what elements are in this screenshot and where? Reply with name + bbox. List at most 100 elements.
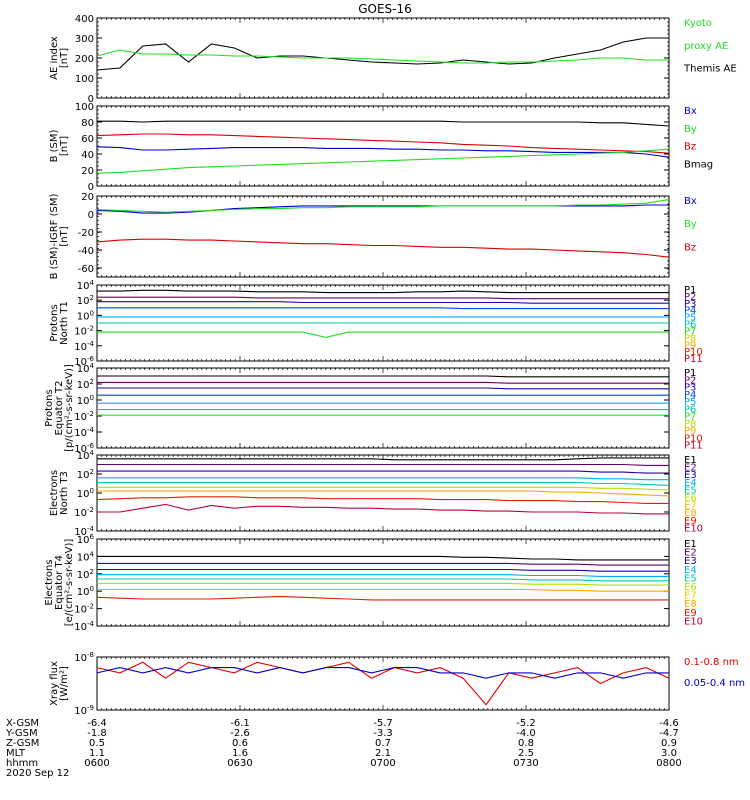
ephemeris-value: 0700 [370,758,395,769]
y-tick-label: 102 [77,468,94,481]
ephemeris-value: 1.1 [89,748,105,759]
legend-entry: E7 [684,501,697,512]
y-axis-label: B (SM) [49,129,60,162]
legend-entry: P6 [684,404,696,415]
series-e5 [97,578,669,582]
legend-entry: P6 [684,320,696,331]
ephemeris-value: 1.6 [232,748,248,759]
y-tick-label: 10-4 [74,620,94,633]
series-bx [96,146,670,158]
ephemeris-value: -3.3 [373,728,393,739]
legend-entry: P9 [684,426,696,437]
legend-entry: Bz [684,242,696,253]
ephemeris-label: MLT [6,748,26,759]
y-axis-label: Protons [44,389,55,426]
ephemeris-value: -4.0 [516,728,536,739]
panel-frame [96,656,670,711]
y-tick-label: 400 [75,14,94,25]
y-axis-label: Equator T2 [54,381,65,436]
y-tick-label: 200 [75,54,94,65]
series-bz [96,133,670,154]
series-p7 [97,331,669,338]
legend-entry: E5 [684,573,697,584]
series-e4 [97,574,669,577]
panel-b_sm: 0 20 40 60 80 100 B (SM) [nT] Bx By Bz Bmag [49,102,713,193]
date-label: 2020 Sep 12 [6,768,69,779]
y-tick-label: 10-9 [74,704,94,717]
ephemeris-value: -5.2 [516,718,536,729]
panel-protons_t2: 104 102 100 10-2 10-4 10-6 Protons Equator T2 [p… [44,362,703,455]
y-axis-label: [nT] [59,226,70,246]
y-axis-label: Equator T4 [54,555,65,610]
y-tick-label: 102 [77,378,94,391]
y-tick-label: 104 [77,449,95,462]
series-e2 [97,562,669,566]
ephemeris-value: 2.5 [518,748,534,759]
y-tick-label: 10-4 [74,340,94,353]
y-tick-label: 102 [77,568,94,581]
y-tick-label: 60 [81,134,94,145]
series-kyoto-proxy-ae [96,49,669,64]
series-e3 [97,568,669,572]
legend-entry: Bz [684,142,696,153]
ephemeris-value: 0800 [656,758,681,769]
y-tick-label: -40 [78,246,94,257]
y-axis-label: Xray flux [49,661,60,706]
legend-entry: P5 [684,397,696,408]
y-tick-label: 104 [77,279,95,292]
y-tick-label: 100 [77,585,94,598]
ephemeris-value: 0730 [513,758,538,769]
y-tick-label: 10-6 [74,355,94,368]
y-tick-label: -60 [78,264,94,275]
panel-electrons_t3: 104 102 100 10-2 10-4 Electrons North T3 E1E2E3… [49,449,703,538]
y-axis-label: Protons [49,304,60,341]
legend-entry: P2 [684,292,696,303]
y-tick-label: -20 [78,228,94,239]
ephemeris-value: -2.6 [230,728,250,739]
legend-entry: P10 [684,347,703,358]
y-tick-label: 10-4 [74,426,94,439]
series-bmag [97,120,670,127]
y-tick-label: 100 [75,102,94,113]
series-e8 [97,588,669,592]
legend-entry: E1 [684,539,697,550]
legend-entry: E2 [684,463,697,474]
y-axis-label: [nT] [59,48,70,68]
legend-entry: E8 [684,508,697,519]
ephemeris-label: hhmm [6,758,38,769]
panel-frame [96,105,670,187]
y-tick-label: 300 [75,34,94,45]
series-p3 [97,301,669,304]
y-axis-label: Electrons [49,470,60,516]
ephemeris-value: -4.7 [659,728,679,739]
y-tick-label: 104 [77,362,95,375]
ephemeris-value: 0.6 [232,738,248,749]
y-axis-label: North T1 [59,301,70,345]
y-tick-label: 106 [77,533,95,546]
series-e3 [97,470,669,474]
legend-entry: E10 [684,523,703,534]
series-bz [96,238,670,258]
panel-xray: 10-8 10-9 Xray flux [W/m²] 0.1-0.8 nm 0.05-0.… [49,651,745,717]
legend-entry: P4 [684,306,696,317]
panel-frame [96,195,670,278]
y-tick-label: 20 [81,166,94,177]
legend-entry: P3 [684,299,696,310]
legend-entry: Kyoto [684,18,712,29]
y-tick-label: 10-4 [74,525,94,538]
ephemeris-label: X-GSM [6,718,39,729]
series-e10 [97,503,669,515]
legend-entry: E5 [684,485,697,496]
legend-entry: E9 [684,516,697,527]
panel-frame [96,538,670,627]
ephemeris-value: 3.0 [661,748,677,759]
legend-entry: Bx [684,106,697,117]
legend-entry: P11 [684,441,703,452]
series-p2 [97,296,669,300]
legend-entry: P11 [684,354,703,365]
ephemeris-value: 0630 [227,758,252,769]
series-themis-ae [96,37,669,71]
legend-entry: P8 [684,333,696,344]
series-e5 [97,482,670,486]
